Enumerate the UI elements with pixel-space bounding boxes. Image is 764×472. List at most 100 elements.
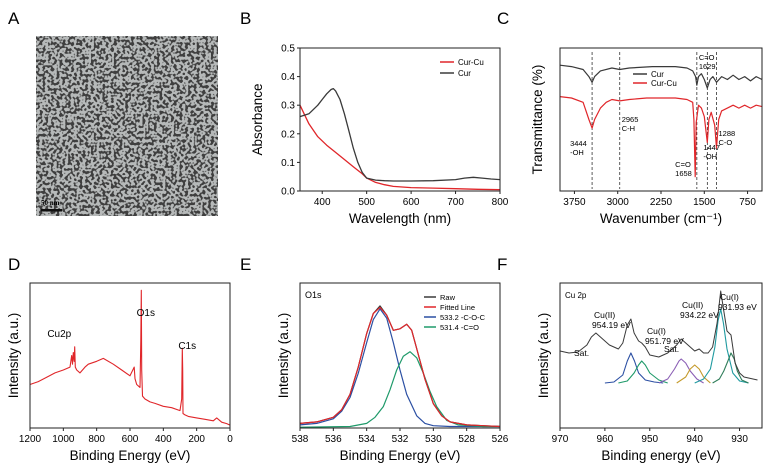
ftir-annotation-sub: -OH bbox=[570, 148, 584, 157]
cu2p-xtick-label: 960 bbox=[597, 434, 614, 445]
survey-annotation: Cu2p bbox=[47, 329, 71, 340]
uvvis-series-1 bbox=[299, 87, 501, 182]
survey-annotation: O1s bbox=[137, 308, 155, 319]
uvvis-series-0 bbox=[299, 104, 501, 191]
cu2p-annotation-sub: 951.79 eV bbox=[645, 336, 684, 346]
cu2p-annotation: Cu(II) bbox=[594, 310, 615, 320]
cu2p-annotation: Sat. bbox=[664, 344, 679, 354]
ftir-annotation: 2965 bbox=[622, 115, 639, 124]
survey-xlabel: Binding Energy (eV) bbox=[70, 448, 191, 463]
ftir-annotation-sub: 1658 bbox=[675, 169, 692, 178]
uvvis-xlabel: Wavelength (nm) bbox=[349, 211, 451, 226]
uvvis-ytick-label: 0.1 bbox=[281, 158, 295, 169]
ftir-annotation: 3444 bbox=[570, 139, 587, 148]
o1s-ylabel: Intensity (a.u.) bbox=[276, 313, 291, 399]
ftir-ylabel: Transmittance (%) bbox=[530, 65, 545, 175]
uvvis-plot-frame bbox=[299, 47, 501, 192]
ftir-chart: 3750 3000 2250 1500 750 Wavenumber (cm⁻¹) Tran… bbox=[530, 47, 763, 226]
ftir-annotation-sub: C-O bbox=[719, 138, 733, 147]
panel-letter-b: B bbox=[240, 9, 251, 28]
ftir-xtick-label: 3750 bbox=[563, 197, 586, 208]
o1s-legend-label: 533.2 -C-O-C bbox=[440, 313, 486, 322]
cu2p-annotation-sub: 954.19 eV bbox=[592, 320, 631, 330]
o1s-xtick-label: 530 bbox=[425, 434, 442, 445]
ftir-annotation-sub: C-H bbox=[622, 124, 635, 133]
uvvis-ytick-label: 0.5 bbox=[281, 44, 295, 55]
cu2p-panel-title: Cu 2p bbox=[565, 291, 587, 300]
scale-bar bbox=[41, 209, 62, 212]
ftir-xtick-label: 3000 bbox=[607, 197, 630, 208]
uvvis-ytick-label: 0.4 bbox=[281, 72, 295, 83]
uvvis-xtick-label: 700 bbox=[447, 197, 464, 208]
cu2p-series-3 bbox=[658, 358, 704, 384]
cu2p-xtick-label: 930 bbox=[731, 434, 748, 445]
ftir-annotation-sub: 1629 bbox=[699, 62, 716, 71]
ftir-annotation: 1288 bbox=[719, 129, 736, 138]
cu2p-series-6 bbox=[712, 352, 749, 384]
xps-survey-chart: 1200 1000 800 600 400 200 0 Binding Energy (eV)… bbox=[6, 282, 233, 463]
survey-xtick-label: 800 bbox=[88, 434, 105, 445]
cu2p-xtick-label: 950 bbox=[641, 434, 658, 445]
o1s-chart: 538 536 534 532 530 528 526 Binding Energy (eV)… bbox=[276, 282, 509, 463]
ftir-legend-label: Cur-Cu bbox=[651, 79, 677, 88]
cu2p-series-2 bbox=[618, 360, 668, 384]
survey-xtick-label: 1200 bbox=[19, 434, 42, 445]
uvvis-ylabel: Absorbance bbox=[250, 83, 265, 155]
cu2p-xtick-label: 940 bbox=[686, 434, 703, 445]
ftir-xtick-label: 1500 bbox=[693, 197, 716, 208]
uvvis-xtick-label: 400 bbox=[314, 197, 331, 208]
uvvis-legend-label: Cur-Cu bbox=[458, 58, 484, 67]
o1s-series-2 bbox=[299, 308, 500, 428]
o1s-xtick-label: 538 bbox=[292, 434, 309, 445]
survey-xtick-label: 600 bbox=[122, 434, 139, 445]
cu2p-ylabel: Intensity (a.u.) bbox=[536, 313, 551, 399]
cu2p-chart: 970 960 950 940 930 Binding energy (eV) Intens… bbox=[536, 282, 763, 463]
cu2p-annotation-sub: 931.93 eV bbox=[718, 302, 757, 312]
uvvis-xtick-label: 800 bbox=[492, 197, 509, 208]
cu2p-plot-frame bbox=[559, 282, 763, 429]
o1s-legend-label: 531.4 -C=O bbox=[440, 323, 479, 332]
cu2p-series-1 bbox=[604, 352, 664, 384]
cu2p-series-0 bbox=[559, 290, 758, 381]
ftir-annotation: C=O bbox=[675, 160, 691, 169]
ftir-annotation-sub: -OH bbox=[703, 152, 717, 161]
ftir-series-0 bbox=[559, 64, 763, 89]
cu2p-series-5 bbox=[694, 308, 749, 384]
ftir-xtick-label: 2250 bbox=[650, 197, 673, 208]
scale-bar-label: 50 nm bbox=[41, 199, 60, 207]
panel-letter-a: A bbox=[8, 9, 20, 28]
survey-plot-frame bbox=[29, 282, 231, 429]
uvvis-xtick-label: 600 bbox=[403, 197, 420, 208]
survey-xtick-label: 1000 bbox=[52, 434, 75, 445]
o1s-series-3 bbox=[299, 351, 500, 428]
ftir-xlabel: Wavenumber (cm⁻¹) bbox=[600, 211, 722, 226]
ftir-legend-label: Cur bbox=[651, 70, 664, 79]
uvvis-ytick-label: 0.2 bbox=[281, 129, 295, 140]
uvvis-xtick-label: 500 bbox=[358, 197, 375, 208]
cu2p-series-4 bbox=[676, 364, 711, 384]
uvvis-ytick-label: 0.0 bbox=[281, 187, 295, 198]
uv-vis-chart: 400 500 600 700 800 0.0 0.1 0.2 0.3 0.4 0.5 Wavelen… bbox=[250, 44, 509, 227]
o1s-xtick-label: 526 bbox=[492, 434, 509, 445]
cu2p-annotation: Cu(I) bbox=[647, 326, 666, 336]
o1s-panel-title: O1s bbox=[305, 290, 322, 300]
survey-xtick-label: 200 bbox=[188, 434, 205, 445]
o1s-legend-label: Raw bbox=[440, 293, 456, 302]
survey-series-0 bbox=[29, 289, 231, 426]
cu2p-annotation: Cu(I) bbox=[720, 292, 739, 302]
survey-ylabel: Intensity (a.u.) bbox=[6, 313, 21, 399]
o1s-legend-label: Fitted Line bbox=[440, 303, 475, 312]
panel-letter-f: F bbox=[497, 255, 507, 274]
o1s-xtick-label: 532 bbox=[392, 434, 409, 445]
panel-letter-c: C bbox=[497, 9, 509, 28]
o1s-xtick-label: 528 bbox=[458, 434, 475, 445]
uvvis-legend-label: Cur bbox=[458, 69, 471, 78]
ftir-xtick-label: 750 bbox=[739, 197, 756, 208]
ftir-series-1 bbox=[559, 96, 763, 178]
survey-annotation: C1s bbox=[178, 341, 196, 352]
cu2p-annotation: Cu(II) bbox=[682, 300, 703, 310]
cu2p-xlabel: Binding energy (eV) bbox=[601, 448, 720, 463]
cu2p-annotation-sub: 934.22 eV bbox=[680, 310, 719, 320]
ftir-annotation: C=O bbox=[699, 53, 715, 62]
